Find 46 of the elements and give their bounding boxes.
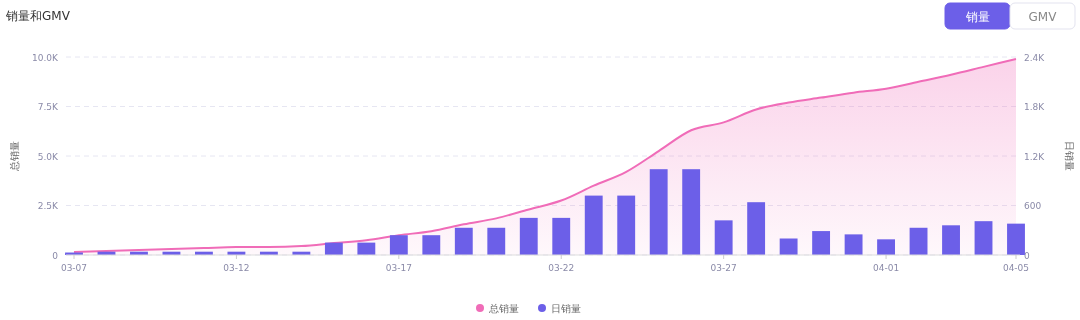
bar bbox=[357, 242, 376, 255]
y-tick-label: 0 bbox=[52, 250, 59, 261]
y-tick-label: 10.0K bbox=[32, 52, 60, 63]
legend-label: 日销量 bbox=[551, 303, 581, 314]
bar bbox=[877, 239, 895, 255]
bar bbox=[714, 220, 733, 255]
x-tick-label: 04-01 bbox=[872, 263, 900, 273]
bar bbox=[812, 231, 831, 255]
bar bbox=[1007, 223, 1025, 255]
bar bbox=[324, 242, 343, 255]
bar bbox=[649, 169, 668, 255]
bar bbox=[682, 169, 701, 255]
bar bbox=[942, 225, 960, 255]
y-axis-title: 总销量 bbox=[9, 141, 20, 172]
y2-tick-label: 2.4K bbox=[1024, 52, 1046, 63]
y-tick-label: 2.5K bbox=[37, 201, 60, 211]
x-tick-label: 03-12 bbox=[223, 263, 250, 273]
x-tick-label: 03-22 bbox=[548, 263, 575, 273]
bar bbox=[487, 227, 506, 255]
bar bbox=[584, 195, 603, 255]
text: 销量 bbox=[964, 9, 990, 24]
bar bbox=[974, 221, 993, 255]
y-tick-label: 5.0K bbox=[37, 151, 60, 162]
x-tick-label: 04-05 bbox=[1002, 263, 1030, 273]
chart-title: 销量和GMV bbox=[5, 9, 71, 23]
y2-tick-label: 1.8K bbox=[1024, 102, 1046, 112]
x-tick-label: 03-27 bbox=[710, 263, 737, 273]
bar bbox=[617, 195, 636, 255]
bar bbox=[909, 227, 928, 255]
y2-tick-label: 600 bbox=[1024, 201, 1042, 211]
bar bbox=[779, 238, 798, 255]
x-tick-label: 03-17 bbox=[385, 263, 412, 273]
y2-tick-label: 0 bbox=[1024, 250, 1030, 261]
bar bbox=[747, 202, 766, 255]
legend-label: 总销量 bbox=[488, 303, 519, 314]
bar bbox=[552, 217, 571, 255]
y2-tick-label: 1.2K bbox=[1024, 151, 1046, 162]
x-tick-label: 03-07 bbox=[60, 263, 88, 273]
bar bbox=[454, 227, 473, 255]
bar bbox=[519, 217, 538, 255]
y-tick-label: 7.5K bbox=[37, 102, 60, 112]
bar bbox=[422, 235, 441, 255]
bar bbox=[844, 234, 863, 255]
bar bbox=[389, 235, 408, 255]
text: GMV bbox=[1028, 9, 1058, 24]
y2-axis-title: 日销量 bbox=[1064, 141, 1075, 171]
